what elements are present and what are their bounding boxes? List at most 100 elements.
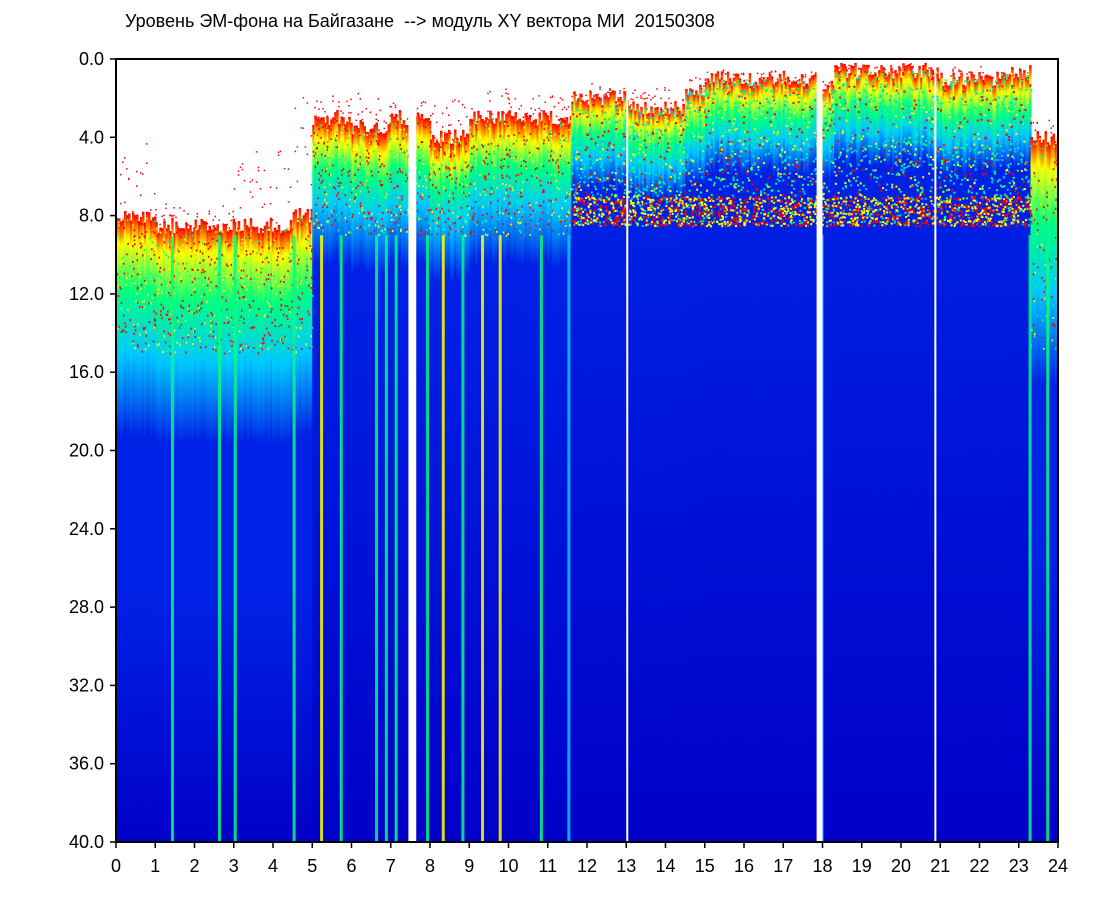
activity-speck [855,179,858,182]
heatmap-column [802,86,806,842]
heatmap-column [404,125,408,842]
activity-speck [916,165,919,168]
activity-speck [952,182,955,185]
activity-speck [586,133,589,136]
heatmap-column [326,116,329,842]
activity-speck [939,123,942,126]
activity-speck [797,201,800,204]
noise-speck [448,114,450,116]
heatmap-column [766,77,770,842]
activity-speck [886,92,889,95]
activity-speck [996,158,999,161]
activity-speck [1015,98,1018,101]
activity-speck [787,163,790,166]
heatmap-column [314,115,317,842]
noise-speck [838,71,840,73]
noise-speck [804,76,807,78]
activity-speck [688,102,691,105]
noise-speck [632,92,634,94]
activity-speck [1027,181,1030,184]
activity-speck [650,208,653,211]
activity-speck [1015,113,1018,116]
noise-speck [257,169,260,172]
activity-speck [981,92,984,95]
activity-speck [689,158,692,161]
activity-speck [792,221,795,224]
activity-speck [956,208,959,211]
activity-speck [768,137,771,140]
activity-speck [879,221,882,224]
activity-speck [744,218,747,221]
activity-speck [996,205,999,208]
heatmap-column [473,111,476,842]
noise-speck [230,219,232,222]
heatmap-column [1011,67,1014,842]
activity-speck [700,94,703,97]
noise-speck [852,66,854,68]
activity-speck [623,209,626,212]
activity-speck [679,199,682,202]
activity-speck [945,200,948,203]
activity-speck [753,82,756,85]
activity-speck [984,222,987,225]
activity-speck [669,215,672,218]
activity-speck [741,162,744,165]
activity-speck [676,130,679,133]
activity-speck [632,219,635,222]
activity-speck [862,115,865,118]
activity-speck [618,167,621,170]
activity-speck [993,170,996,173]
activity-speck [806,126,809,129]
activity-speck [597,198,600,201]
activity-speck [995,144,998,147]
activity-speck [834,204,837,207]
activity-speck [1011,179,1014,182]
activity-speck [739,220,742,223]
noise-speck [595,93,597,96]
activity-speck [664,109,667,112]
activity-speck [779,153,782,156]
activity-speck [612,143,615,146]
heatmap-column [1013,77,1016,842]
activity-speck [914,74,917,77]
activity-speck [699,184,702,187]
activity-speck [896,206,899,209]
heatmap-column [894,70,897,842]
activity-speck [591,196,594,199]
heatmap-column [228,229,231,842]
activity-speck [950,170,953,173]
activity-speck [918,99,921,102]
activity-speck [810,148,813,151]
activity-speck [737,139,740,142]
heatmap-column [619,96,622,842]
activity-speck [579,220,582,223]
heatmap-column [332,117,335,842]
heatmap-column [714,73,718,842]
activity-speck [763,210,766,213]
activity-speck [673,124,676,127]
activity-speck [840,207,843,210]
heatmap-column [852,66,855,842]
activity-speck [863,155,866,158]
activity-speck [987,108,990,111]
activity-speck [928,89,931,92]
activity-speck [702,149,705,152]
activity-speck [800,175,803,178]
activity-speck [914,153,917,156]
activity-speck [896,141,899,144]
noise-speck [206,223,208,225]
activity-speck [855,205,858,208]
activity-speck [965,197,968,200]
activity-speck [576,192,579,195]
heatmap-column [999,79,1002,842]
noise-speck [140,194,142,197]
activity-speck [627,196,630,199]
heatmap-column [448,129,451,842]
activity-speck [948,101,951,104]
activity-speck [632,212,635,215]
activity-speck [968,139,971,142]
activity-speck [761,143,764,146]
activity-speck [875,218,878,221]
activity-speck [779,194,782,197]
activity-speck [714,218,717,221]
